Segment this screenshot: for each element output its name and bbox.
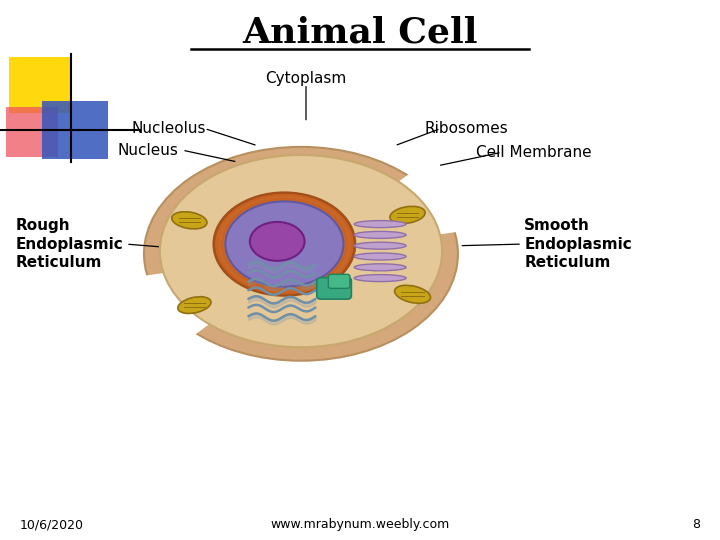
Ellipse shape: [354, 242, 406, 249]
Text: 8: 8: [692, 518, 700, 531]
Text: Ribosomes: Ribosomes: [425, 121, 508, 136]
Ellipse shape: [178, 296, 211, 314]
Ellipse shape: [250, 222, 305, 261]
Text: Nucleolus: Nucleolus: [132, 121, 207, 136]
FancyBboxPatch shape: [317, 278, 351, 299]
Ellipse shape: [160, 155, 442, 347]
Polygon shape: [301, 172, 462, 254]
Ellipse shape: [395, 285, 431, 303]
Text: Animal Cell: Animal Cell: [242, 16, 478, 49]
Ellipse shape: [354, 264, 406, 271]
Polygon shape: [140, 254, 301, 337]
Ellipse shape: [160, 155, 442, 347]
Text: Cell Membrane: Cell Membrane: [477, 145, 592, 160]
Bar: [6, 107, 58, 157]
Ellipse shape: [354, 253, 406, 260]
Ellipse shape: [354, 231, 406, 238]
Text: Nucleus: Nucleus: [117, 143, 178, 158]
Text: 10/6/2020: 10/6/2020: [20, 518, 84, 531]
FancyBboxPatch shape: [328, 274, 350, 288]
Ellipse shape: [214, 193, 355, 295]
Ellipse shape: [354, 274, 406, 281]
Ellipse shape: [225, 201, 343, 287]
Ellipse shape: [354, 220, 406, 227]
Ellipse shape: [144, 147, 458, 361]
Text: www.mrabynum.weebly.com: www.mrabynum.weebly.com: [271, 518, 449, 531]
Bar: [9, 57, 72, 113]
Text: Rough
Endoplasmic
Reticulum: Rough Endoplasmic Reticulum: [16, 218, 124, 270]
Bar: [42, 101, 108, 159]
Ellipse shape: [390, 206, 425, 224]
Text: Smooth
Endoplasmic
Reticulum: Smooth Endoplasmic Reticulum: [524, 218, 632, 270]
Text: Cytoplasm: Cytoplasm: [266, 71, 346, 86]
Ellipse shape: [172, 212, 207, 229]
